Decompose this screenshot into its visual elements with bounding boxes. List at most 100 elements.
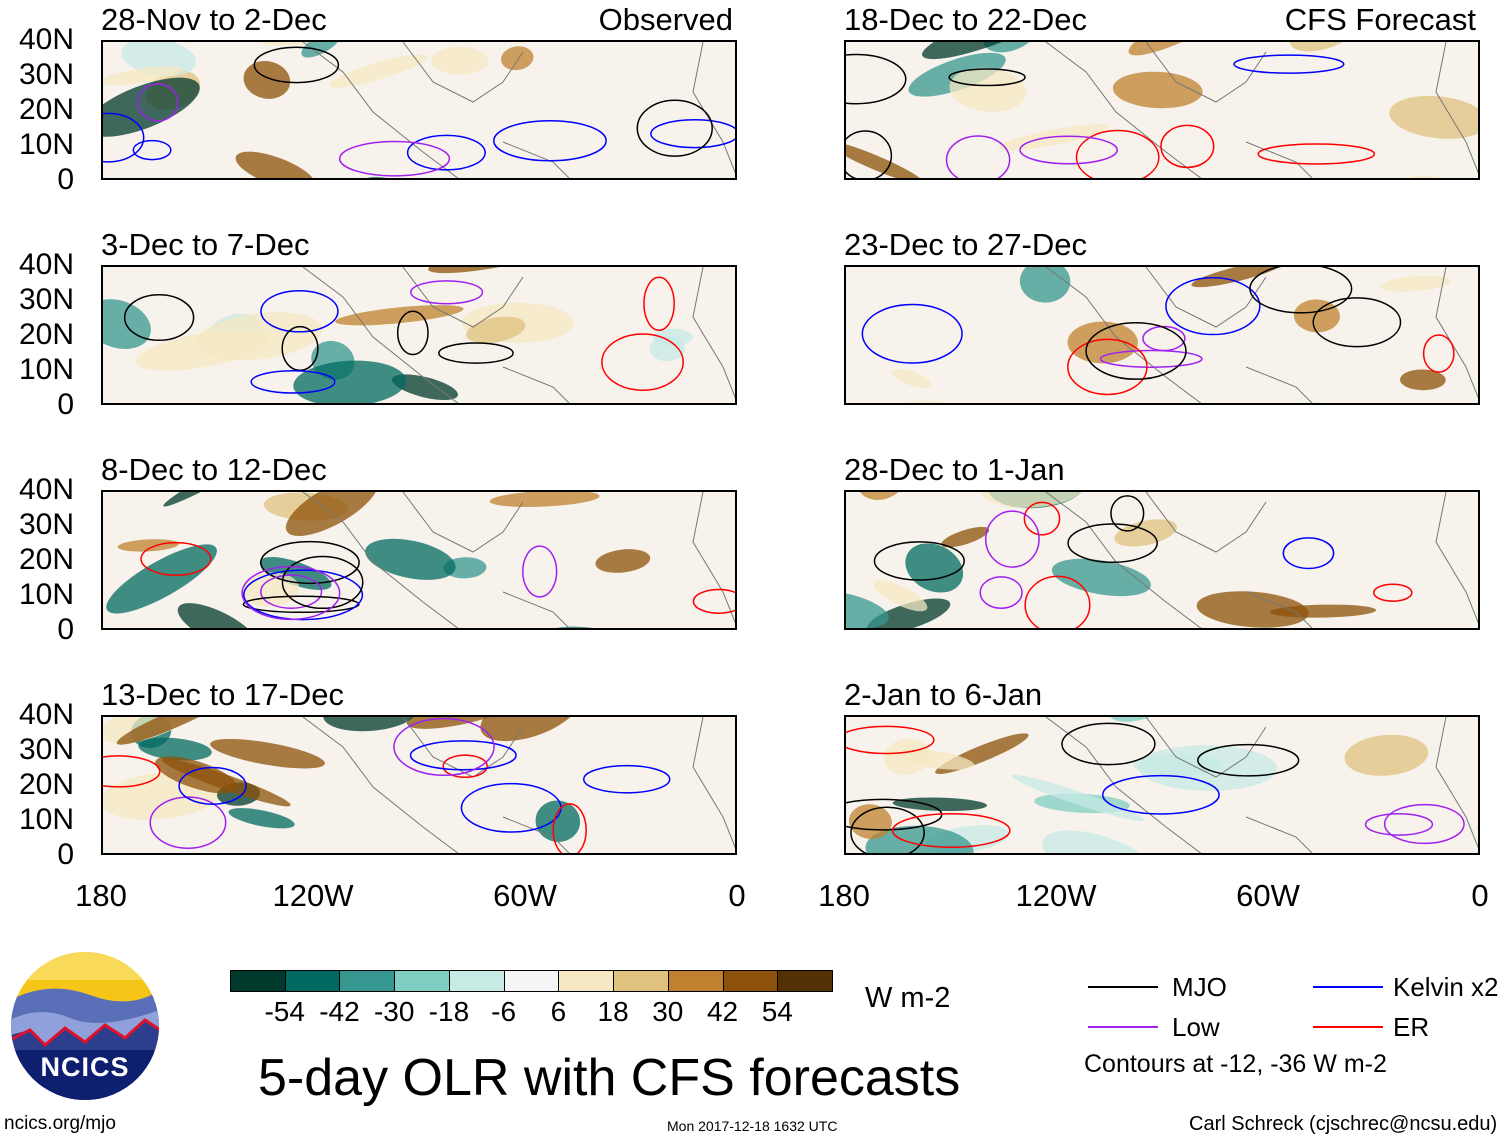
olr-anomaly-region [1019, 267, 1071, 303]
contour-er [1067, 338, 1148, 396]
colorbar-tick-label: 18 [597, 996, 629, 1027]
y-tick-label: 20N [18, 318, 74, 351]
olr-anomaly-region [391, 374, 459, 401]
olr-anomaly-region [329, 54, 428, 88]
legend-line-er [1313, 1026, 1383, 1028]
y-tick-label: 30N [18, 733, 74, 766]
contour-er [1257, 143, 1376, 165]
olr-anomaly-region [228, 808, 295, 829]
y-tick-label: 10N [18, 353, 74, 386]
olr-anomaly-region [301, 42, 342, 58]
contour-mjo [636, 99, 713, 157]
y-tick-label: 20N [18, 93, 74, 126]
contour-low [260, 574, 323, 609]
contour-low [149, 796, 227, 849]
contour-kelvin [1101, 774, 1220, 815]
olr-anomaly-region [891, 748, 975, 770]
legend-line-mjo [1088, 986, 1158, 988]
x-tick-label: 180 [818, 878, 870, 913]
olr-anomaly-region [1380, 275, 1451, 292]
y-tick-label: 0 [57, 613, 74, 646]
colorbar-units: W m-2 [865, 982, 951, 1014]
contour-mjo [846, 53, 907, 105]
contour-kelvin [1165, 277, 1261, 336]
coastline [302, 492, 735, 628]
olr-anomaly-region [535, 800, 581, 842]
olr-anomaly-region [1389, 95, 1478, 139]
contour-er [1023, 501, 1061, 536]
contour-mjo [873, 541, 965, 581]
x-tick-label: 120W [272, 878, 354, 913]
panel-title: 3-Dec to 7-Dec [101, 227, 310, 262]
olr-anomaly-region [1196, 591, 1309, 628]
olr-anomaly-region [846, 141, 924, 178]
contour-er [1373, 583, 1413, 602]
contour-mjo [850, 806, 925, 853]
x-tick-label: 0 [1471, 878, 1489, 913]
contour-kelvin [243, 569, 364, 621]
panel-title: 2-Jan to 6-Jan [844, 677, 1043, 712]
y-tick-label: 0 [57, 838, 74, 871]
contour-mjo [281, 555, 364, 610]
contour-er [643, 276, 675, 331]
olr-anomaly-region [501, 46, 534, 71]
y-tick-label: 0 [57, 163, 74, 196]
credit: Carl Schreck (cjschrec@ncsu.edu) [1189, 1113, 1498, 1135]
contour-mjo [260, 540, 360, 585]
contour-kelvin [103, 112, 145, 163]
olr-anomaly-region [595, 549, 651, 573]
contour-er [1422, 334, 1455, 373]
legend-line-kelvin [1313, 986, 1383, 988]
colorbar-swatch [777, 970, 833, 992]
olr-anomaly-region [1051, 558, 1151, 597]
olr-anomaly-region [846, 589, 889, 628]
contour-mjo [1067, 523, 1158, 564]
olr-anomaly-region [1012, 774, 1145, 822]
source-url[interactable]: ncics.org/mjo [4, 1113, 116, 1134]
olr-map-panel [844, 265, 1480, 405]
contour-low [1364, 813, 1434, 836]
olr-map-panel [844, 490, 1480, 630]
colorbar-swatch [722, 970, 779, 992]
colorbar-tick-label: 54 [761, 996, 793, 1027]
legend-label-kelvin: Kelvin x2 [1393, 972, 1499, 1002]
contour-low [522, 545, 558, 598]
coastline [302, 42, 735, 178]
olr-map-panel [101, 490, 737, 630]
contour-low [1383, 803, 1465, 845]
olr-anomaly-region [1289, 42, 1357, 52]
panel-title: 28-Dec to 1-Jan [844, 452, 1065, 487]
colorbar-swatch [394, 970, 450, 992]
ncics-logo: NCICS [11, 952, 159, 1100]
contour-er [1075, 129, 1160, 178]
colorbar-swatch [503, 970, 560, 992]
figure-title: 5-day OLR with CFS forecasts [258, 1049, 961, 1107]
contour-kelvin [1233, 54, 1345, 74]
legend-label-low: Low [1172, 1012, 1220, 1042]
coastline [1045, 717, 1478, 853]
olr-map-panel [101, 715, 737, 855]
contour-low [984, 510, 1040, 568]
contour-er [846, 725, 935, 755]
column-label: Observed [598, 2, 733, 37]
colorbar-swatch [284, 970, 341, 992]
x-tick-label: 0 [728, 878, 746, 913]
olr-anomaly-region [489, 492, 600, 507]
contour-kelvin [250, 369, 336, 394]
contour-er [891, 813, 1011, 848]
olr-map-panel [101, 40, 737, 180]
olr-anomaly-region [892, 797, 988, 812]
contour-low [137, 83, 179, 122]
olr-anomaly-region [365, 538, 456, 580]
contour-kelvin [650, 119, 735, 149]
coastline [302, 267, 735, 403]
olr-anomaly-region [117, 539, 179, 552]
olr-anomaly-region [891, 368, 932, 389]
olr-map-panel [844, 715, 1480, 855]
contour-er [692, 588, 735, 614]
olr-anomaly-region [466, 316, 526, 344]
contour-mjo [438, 342, 514, 364]
x-tick-label: 60W [1236, 878, 1300, 913]
olr-anomaly-region [116, 717, 226, 745]
